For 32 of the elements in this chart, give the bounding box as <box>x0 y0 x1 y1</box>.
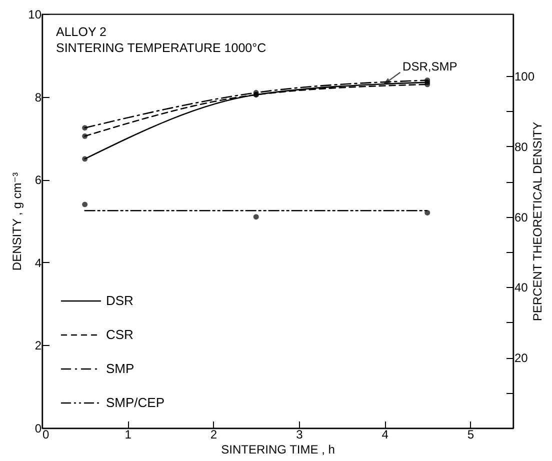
text: SINTERING TEMPERATURE 1000°C <box>56 41 266 55</box>
y-tick-label: 8 <box>34 90 42 104</box>
x-tick-label: 3 <box>296 428 304 442</box>
text: ALLOY 2 <box>56 25 107 39</box>
point <box>253 214 259 220</box>
y2-tick-label: 60 <box>514 210 528 224</box>
y2-tick-label: 80 <box>514 140 528 154</box>
y2-tick-label: 20 <box>514 351 528 366</box>
legend-label: DSR <box>106 293 134 308</box>
y-tick-label: 2 <box>34 338 42 353</box>
y2-tick-label: 100 <box>514 69 535 84</box>
point <box>82 133 88 139</box>
x-tick-label: 5 <box>467 428 474 442</box>
x-tick-label: 2 <box>210 428 218 442</box>
point <box>82 125 88 131</box>
legend-label: CSR <box>106 327 134 342</box>
point <box>82 156 88 162</box>
y-tick-label: 6 <box>34 173 42 188</box>
x-axis-title: SINTERING TIME , h <box>221 442 335 456</box>
point <box>424 78 430 83</box>
x-tick-label: 4 <box>382 428 389 442</box>
point <box>82 202 88 208</box>
y-axis-title: DENSITY , g cm⁻³ <box>10 172 24 271</box>
legend-label: SMP/CEP <box>106 395 165 410</box>
y-tick-label: 4 <box>34 256 42 270</box>
x-tick-label: 1 <box>124 428 132 442</box>
legend-label: SMP <box>106 361 134 376</box>
y-tick-label: 10 <box>28 8 42 22</box>
y2-axis-title: PERCENT THEORETICAL DENSITY <box>530 122 545 322</box>
point <box>424 210 430 216</box>
annotation: DSR,SMP <box>402 60 458 74</box>
y2-tick-label: 40 <box>514 280 528 295</box>
